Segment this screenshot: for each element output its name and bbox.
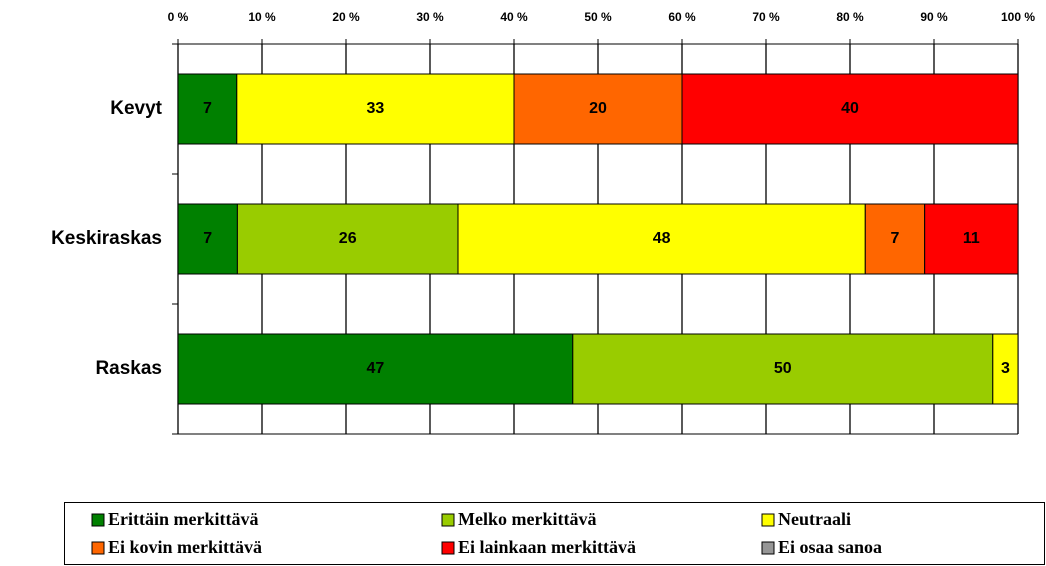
legend-label: Erittäin merkittävä (108, 509, 258, 529)
data-label: 3 (1001, 360, 1010, 377)
bar-segment (572, 333, 994, 405)
legend-swatch (441, 541, 455, 555)
data-label: 20 (589, 100, 607, 117)
y-tick-label: Kevyt (110, 98, 162, 119)
bar-segment (457, 203, 866, 275)
y-tick-label: Raskas (95, 358, 162, 379)
data-label: 48 (653, 230, 671, 247)
x-tick-label: 0 % (168, 10, 189, 24)
legend-label: Ei kovin merkittävä (108, 537, 262, 557)
bar-segment (681, 73, 1019, 145)
x-tick-label: 20 % (332, 10, 360, 24)
legend-label: Ei lainkaan merkittävä (458, 537, 636, 557)
bar-segment (992, 333, 1019, 405)
data-label: 33 (367, 100, 385, 117)
bar-segment (177, 203, 238, 275)
x-tick-label: 100 % (1001, 10, 1035, 24)
bar-segment (513, 73, 683, 145)
bar-segment (236, 203, 459, 275)
y-tick-label: Keskiraskas (51, 228, 162, 249)
x-tick-label: 70 % (752, 10, 780, 24)
legend-box (64, 502, 1045, 565)
legend-swatch (91, 541, 105, 555)
data-label: 7 (203, 230, 212, 247)
x-tick-label: 10 % (248, 10, 276, 24)
bar-segment (177, 333, 574, 405)
data-label: 7 (203, 100, 212, 117)
data-label: 50 (774, 360, 792, 377)
x-tick-label: 80 % (836, 10, 864, 24)
legend-label: Ei osaa sanoa (778, 537, 882, 557)
legend-label: Neutraali (778, 509, 851, 529)
legend-swatch (761, 541, 775, 555)
legend-label: Melko merkittävä (458, 509, 596, 529)
bar-segment (864, 203, 926, 275)
legend-swatch (761, 513, 775, 527)
bar-segment (177, 73, 238, 145)
data-label: 7 (891, 230, 900, 247)
bar-segment (924, 203, 1019, 275)
legend-swatch (91, 513, 105, 527)
legend-swatch (441, 513, 455, 527)
data-label: 47 (367, 360, 385, 377)
data-label: 11 (963, 230, 980, 247)
x-tick-label: 40 % (500, 10, 528, 24)
data-label: 26 (339, 230, 357, 247)
x-tick-label: 60 % (668, 10, 696, 24)
data-label: 40 (841, 100, 859, 117)
bar-segment (236, 73, 515, 145)
x-tick-label: 50 % (584, 10, 612, 24)
x-tick-label: 90 % (920, 10, 948, 24)
x-tick-label: 30 % (416, 10, 444, 24)
